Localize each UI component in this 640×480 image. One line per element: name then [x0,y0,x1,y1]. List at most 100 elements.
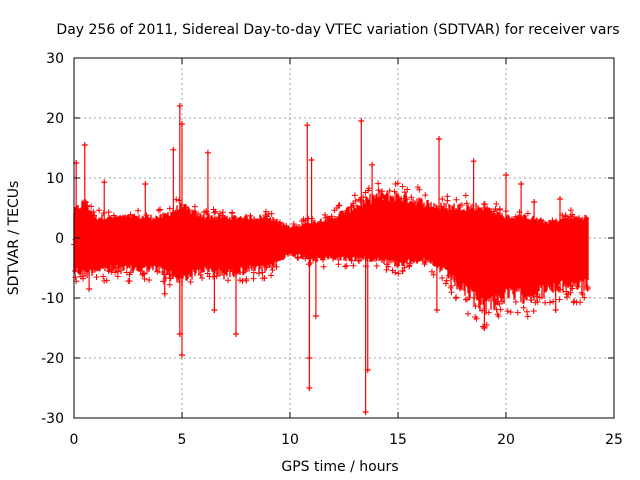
data-point [173,196,180,203]
data-point [109,263,116,270]
data-spike-point [557,196,563,202]
data-point [448,282,455,289]
data-point [154,243,161,250]
data-point [263,241,270,248]
data-point [537,233,544,240]
data-point [86,211,93,218]
data-point [443,277,450,284]
data-point [112,264,119,271]
data-point [339,221,346,228]
data-point [378,188,385,195]
data-point [373,262,380,269]
data-point [275,220,282,227]
data-point [544,278,551,285]
data-point [401,229,408,236]
data-point [456,207,463,214]
data-point [93,224,100,231]
data-point [495,216,502,223]
data-point [78,224,85,231]
data-point [375,250,382,257]
data-point [574,229,581,236]
data-point [106,245,113,252]
data-point [567,207,574,214]
y-tick-label: -10 [41,291,64,307]
data-point [485,213,492,220]
data-point [419,237,426,244]
data-point [217,227,224,234]
data-point [245,252,252,259]
data-point [260,248,267,255]
data-point [352,239,359,246]
data-point [190,240,197,247]
data-point [558,242,565,249]
data-point [250,269,257,276]
data-point [231,263,238,270]
data-point [248,257,255,264]
data-point [351,192,358,199]
data-point [273,263,280,270]
data-point [523,308,530,315]
x-tick-labels: 0 5 10 15 20 25 [70,432,623,448]
data-point [497,306,504,313]
data-point [394,262,401,269]
data-point [494,285,501,292]
data-point [228,264,235,271]
data-point [413,257,420,264]
data-point [89,241,96,248]
data-point [514,268,521,275]
data-point [262,212,269,219]
data-point [72,274,79,281]
data-point [543,273,550,280]
data-point [456,256,463,263]
data-point [453,294,460,301]
data-point [140,270,147,277]
data-point [502,284,509,291]
data-point [176,197,183,204]
data-point [537,247,544,254]
data-point [414,184,421,191]
data-point [474,230,481,237]
data-point [526,239,533,246]
data-point [194,238,201,245]
data-point [190,220,197,227]
data-point [439,274,446,281]
data-point [556,296,563,303]
data-point [386,187,393,194]
data-point [494,266,501,273]
data-point [105,209,112,216]
data-point [118,232,125,239]
data-point [525,286,532,293]
data-spike-point [358,118,365,124]
y-tick-label: 30 [46,51,64,67]
data-point [506,215,513,222]
data-point [92,221,99,228]
data-point [560,272,567,279]
data-point [210,234,217,241]
data-point [206,250,213,257]
data-point [466,263,473,270]
data-point [480,323,487,330]
data-point [328,213,335,220]
data-point [130,256,137,263]
data-point [289,244,296,251]
data-point [195,264,202,271]
data-point [105,268,112,275]
data-point [332,220,339,227]
data-point [141,275,148,282]
data-point [118,215,125,222]
data-point [506,239,513,246]
data-point [307,259,314,266]
data-point [104,228,111,235]
data-point [426,243,433,250]
data-point [440,247,447,254]
x-tick-label: 20 [497,432,515,448]
data-point [495,267,502,274]
data-point [519,284,526,291]
data-point [508,245,515,252]
data-point [348,204,355,211]
data-point [112,216,119,223]
data-point [219,216,226,223]
data-spike-point [306,385,313,391]
data-point [514,275,521,282]
data-point [477,213,484,220]
